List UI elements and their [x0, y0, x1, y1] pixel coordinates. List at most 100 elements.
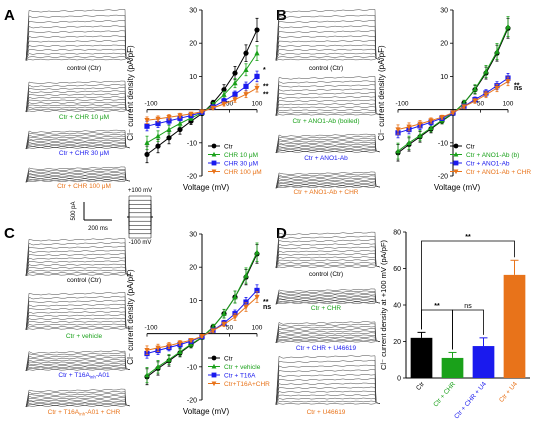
bracket-ctr-u-label: **: [465, 234, 471, 241]
data-point: [243, 66, 249, 72]
trace-family-d-chr: [275, 288, 381, 305]
significance-annotation: ns: [514, 85, 522, 92]
significance-annotation: **: [263, 91, 269, 98]
trace-label-c-ctr: control (Ctr): [67, 277, 101, 284]
protocol-v-top: +100 mV: [128, 188, 152, 194]
data-point: [243, 83, 249, 89]
legend-marker: [211, 355, 217, 361]
data-point: [199, 109, 205, 115]
trace-family-b-ab-chr: [275, 171, 381, 189]
traces-panel-a: [25, 9, 131, 183]
data-point: [243, 299, 249, 305]
x-tick-label: 100: [252, 325, 263, 332]
trace-label-c-t16a: Ctr + T16Ainh-A01: [58, 372, 110, 380]
trace-label-d-chr: Ctr + CHR: [311, 305, 341, 312]
trace-label-b-ab-chr: Ctr + ANO1-Ab + CHR: [293, 189, 358, 196]
data-point: [177, 126, 183, 133]
data-point: [166, 356, 172, 362]
data-point: [221, 310, 227, 316]
scale-bar-current-label: 500 pA: [71, 201, 77, 220]
data-point: [483, 68, 489, 74]
bracket-ctr-chr-label: **: [434, 303, 440, 310]
x-tick-label: -100: [144, 101, 157, 108]
y-tick-label: -10: [187, 140, 197, 147]
legend-entry: CHR 30 μM: [224, 160, 258, 167]
data-point: [166, 115, 172, 121]
legend-entry: Ctr + vehicle: [224, 364, 261, 371]
data-point: [232, 91, 238, 97]
y-tick-label: 20: [440, 41, 448, 48]
data-point: [166, 118, 172, 124]
x-tick-label: 100: [503, 101, 514, 108]
trace-label-c-t16a-chr-sub: inh: [79, 412, 86, 417]
y-axis-label: Cl⁻ current density (pA/pF): [377, 45, 386, 141]
iv-plot-b: -20 -10 10 20 30 -100 50 100 Cl⁻ current density…: [377, 8, 531, 193]
protocol-v-bottom: -100 mV: [129, 240, 152, 246]
legend-entry: Ctr: [224, 143, 234, 150]
data-point: [417, 121, 423, 127]
legend-entry: Ctr + ANO1-Ab (b): [466, 152, 519, 159]
trace-family-c-t16a-chr: [25, 388, 131, 408]
y-tick-label: 30: [440, 8, 448, 15]
significance-annotation: ns: [263, 304, 271, 311]
legend-entry: CHR 100 μM: [224, 169, 262, 176]
legend-marker: [211, 372, 217, 378]
y-tick-label: -10: [438, 140, 448, 147]
data-point: [450, 110, 456, 116]
trace-label-a-chr10: Ctr + CHR 10 μM: [59, 114, 109, 121]
legend-marker: [211, 160, 217, 166]
significance-annotation: **: [514, 83, 520, 90]
trace-family-d-u: [275, 355, 381, 405]
iv-plot-a: -20 -10 10 20 30 -100 50 100 Cl⁻ current density…: [126, 8, 269, 193]
bar-chart-d: 0 20 40 60 80 Cl⁻ current density at +100 mV …: [379, 230, 530, 420]
trace-family-b-ab-boiled: [275, 76, 381, 116]
data-point: [221, 322, 227, 328]
data-point: [210, 105, 216, 111]
category-label: Ctr + CHR + U4: [453, 380, 488, 420]
data-point: [472, 98, 478, 104]
traces-panel-d: [275, 231, 381, 405]
data-point: [243, 304, 249, 311]
trace-label-c-t16a-main: Ctr + T16A: [58, 372, 90, 379]
data-point: [144, 139, 150, 145]
y-tick-label: 80: [393, 230, 401, 237]
data-point: [155, 116, 161, 122]
category-label: Ctr + U4: [498, 380, 519, 403]
y-tick-label: -20: [187, 174, 197, 181]
data-point: [483, 92, 489, 98]
trace-label-c-t16a-chr-rest: -A01 + CHR: [85, 409, 121, 416]
legend-entry: Ctr + T16A: [224, 372, 256, 379]
y-tick-label: 30: [189, 232, 197, 239]
category-label: Ctr: [415, 380, 426, 392]
trace-label-c-t16a-sub: inh: [90, 375, 97, 380]
bar: [410, 337, 433, 378]
legend-entry: Ctr + ANO1-Ab + CHR: [466, 169, 531, 176]
category-label: Ctr + CHR: [432, 381, 457, 409]
data-point: [232, 294, 238, 300]
y-tick-label: 10: [189, 74, 197, 81]
trace-label-d-ctr: control (Ctr): [309, 271, 343, 278]
y-tick-label: 20: [189, 265, 197, 272]
significance-annotation: **: [263, 83, 269, 90]
data-point: [494, 85, 500, 92]
y-tick-label: -10: [187, 364, 197, 371]
trace-family-b-ab: [275, 133, 381, 154]
data-point: [177, 113, 183, 119]
trace-family-a-chr100: [25, 166, 131, 183]
legend-marker: [211, 381, 217, 387]
data-point: [221, 91, 227, 97]
y-tick-label: 30: [189, 8, 197, 15]
legend-marker: [211, 151, 217, 157]
data-point: [254, 85, 260, 92]
y-tick-label: 20: [189, 41, 197, 48]
data-point: [155, 345, 161, 351]
y-tick-label: 10: [189, 298, 197, 305]
bar: [441, 357, 464, 378]
y-tick-label: 60: [393, 266, 401, 273]
trace-label-c-t16a-chr: Ctr + T16Ainh-A01 + CHR: [48, 409, 121, 417]
data-point: [243, 92, 249, 98]
trace-family-d-chr-u: [275, 321, 381, 343]
trace-family-a-chr10: [25, 80, 131, 113]
